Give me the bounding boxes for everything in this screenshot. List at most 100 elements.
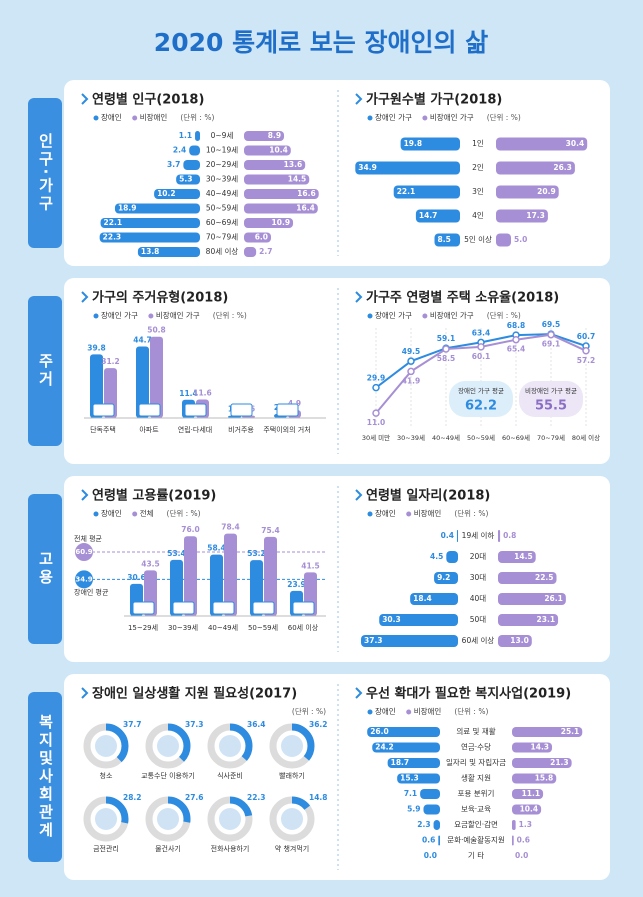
legend-marker [132, 115, 138, 121]
chevron [81, 489, 89, 501]
point [477, 343, 485, 351]
category-label: 15~29세 [128, 623, 158, 632]
value-label: 11.0 [367, 418, 386, 427]
value-label: 1.1 [179, 131, 192, 140]
bar [224, 533, 237, 616]
value-label: 22.1 [104, 218, 123, 227]
bar [154, 189, 200, 199]
point [442, 345, 450, 353]
chevron [81, 291, 89, 303]
category-label: 50~59세 [248, 623, 278, 632]
category-label: 40~49세 [208, 623, 238, 632]
point [407, 367, 415, 376]
category-label: 생활 지원 [461, 773, 491, 783]
bar [99, 232, 200, 243]
category-label: 연금·수당 [461, 742, 491, 752]
gauge-arc [269, 723, 315, 769]
value-label: 10.4 [520, 805, 539, 814]
unit-label: (단위 : %) [454, 706, 488, 716]
value-label: 5.3 [179, 175, 192, 184]
value-label: 13.8 [141, 247, 160, 256]
chevron [355, 291, 363, 303]
category-label: 식사준비 [217, 771, 243, 780]
legend-marker [367, 115, 373, 121]
value-label: 60.7 [577, 332, 596, 341]
value-label: 41.9 [402, 376, 421, 385]
bar [244, 145, 291, 156]
value-label: 36.4 [247, 720, 266, 729]
category-label: 30대 [470, 573, 487, 582]
average-label: 비장애인 가구 평균 [525, 386, 577, 395]
value-label: 7.1 [404, 789, 417, 798]
legend-marker [93, 511, 99, 517]
value-label: 11.6 [193, 388, 212, 397]
chart-title: 장애인 일상생활 지원 필요성(2017) [92, 686, 297, 702]
value-label: 24.2 [375, 743, 394, 752]
bar [100, 218, 200, 228]
category-label: 20대 [470, 552, 487, 561]
bar [438, 835, 440, 846]
category-label: 3인 [472, 186, 484, 196]
category-label: 70~79세 [537, 433, 565, 442]
gauge-icon [95, 808, 117, 830]
bar [379, 614, 458, 626]
legend-marker [367, 313, 373, 319]
value-label: 22.3 [103, 233, 122, 242]
category-label: 40~49세 [432, 433, 460, 442]
value-label: 58.5 [437, 354, 456, 363]
value-label: 36.2 [309, 720, 328, 729]
average-badge [519, 381, 583, 417]
category-label: 교통수단 이용하기 [141, 771, 195, 780]
legend-label: 장애인 가구 [101, 310, 138, 320]
value-label: 15.3 [400, 774, 419, 783]
category-label: 청소 [100, 772, 113, 780]
value-label: 2.4 [173, 146, 186, 155]
point [372, 383, 380, 392]
bar [189, 145, 200, 156]
category-label: 포용 분위기 [458, 789, 495, 798]
category-label: 60세 이상 [462, 635, 495, 645]
bar [496, 209, 548, 223]
bar [498, 614, 559, 626]
legend-label: 비장애인 [140, 112, 168, 122]
category-label: 5인 이상 [464, 234, 492, 244]
category-label: 보육·교육 [461, 805, 491, 814]
page-title: 2020 통계로 보는 장애인의 삶 [154, 28, 488, 57]
category-label: 단독주택 [90, 425, 116, 434]
bar [433, 820, 440, 830]
bar [393, 185, 460, 199]
bar [244, 174, 310, 185]
category-label: 0~9세 [211, 131, 234, 140]
category-icon [132, 601, 155, 615]
bar [498, 593, 566, 605]
value-label: 11.4 [179, 389, 198, 398]
bar [150, 336, 163, 418]
value-label: 16.6 [297, 189, 316, 198]
value-label: 10.9 [272, 218, 291, 227]
bar [498, 551, 536, 563]
category-icon [172, 601, 195, 615]
point [512, 335, 520, 344]
value-label: 18.7 [391, 758, 410, 767]
category-label: 80세 이상 [206, 246, 239, 256]
bar [512, 820, 516, 830]
bar [372, 742, 440, 753]
bar [244, 131, 285, 141]
bar [367, 727, 440, 737]
section-panel [64, 476, 610, 662]
section-label: 주거 [37, 353, 55, 389]
reference-value: 34.9 [75, 575, 92, 583]
bar [415, 209, 460, 223]
bar [512, 773, 557, 784]
value-label: 0.0 [424, 851, 437, 860]
value-label: 8.5 [438, 235, 451, 244]
category-label: 30세 미만 [362, 433, 390, 442]
category-label: 연립·다세대 [178, 425, 212, 434]
value-label: 25.1 [561, 727, 580, 736]
section-tab [28, 296, 62, 446]
bar [210, 554, 223, 616]
bar [496, 137, 588, 151]
section-tab [28, 98, 62, 248]
value-label: 34.9 [358, 163, 377, 172]
